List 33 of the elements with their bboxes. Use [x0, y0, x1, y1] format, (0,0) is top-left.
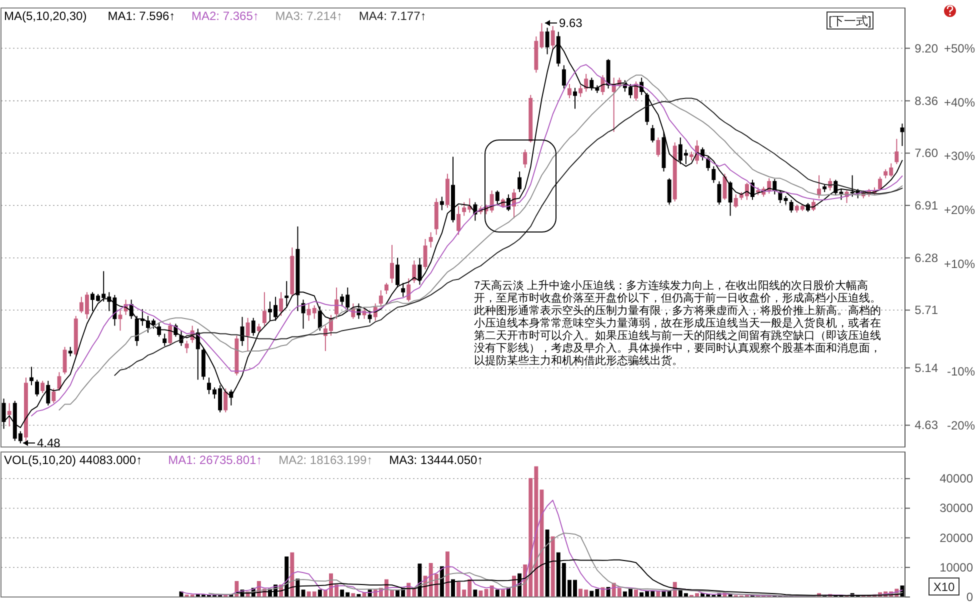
y2-tick-label: +40% [944, 95, 976, 110]
text: X10 [933, 580, 955, 594]
y-tick-label: 7.60 [914, 146, 938, 160]
y-tick-label: 8.36 [914, 94, 938, 108]
y-tick-label: 9.20 [914, 41, 938, 56]
text: MA2: 18163.199↑ [278, 453, 373, 467]
text: MA3: 7.214↑ [275, 9, 343, 23]
y2-tick-label: -20% [946, 418, 976, 432]
annotation: 9.63 [559, 16, 583, 30]
text: MA1: 26735.801↑ [168, 453, 262, 467]
y2-tick-label: +10% [944, 256, 976, 271]
text: MA3: 13444.050↑ [389, 453, 484, 467]
y-tick-label: 5.14 [914, 360, 938, 375]
text: MA4: 7.177↑ [358, 9, 426, 23]
y-tick-label: 40000 [940, 472, 974, 486]
y2-tick-label: +20% [944, 202, 976, 217]
y2-tick-label: +50% [944, 41, 976, 56]
y-tick-label: 4.63 [914, 418, 938, 432]
y-tick-label: 6.91 [914, 198, 938, 212]
y-tick-label: 6.28 [914, 250, 938, 265]
annotation: 4.48 [37, 436, 61, 450]
y-tick-label: 10000 [940, 560, 974, 574]
annotation: 7天高云淡 上升中途小压迫线：多方连续发力向上，在收出阳线的次日股价大幅高开，至尾市时收盘价落至开盘价以下，但仍高于前一日收盘价，形成高档小压迫线。此种图形通常表示空头的压制力量有限，多方将乘虚而入，将股价推上新高。高档的小压迫线本身常常意味空头力量薄弱，故在形成压迫线当天一般是入货良机，或者在第二天开市时可以介入。如果压迫线与前一天的阳线之间留有跳空缺口（即该压迫线没有下影线），考虑及早介入。具体操作中，要同时认真观察个股基本面和消息面，以提防某些主力和机构借此形态骗线出货。 [474, 279, 881, 367]
y-tick-label: 30000 [940, 501, 974, 516]
y-tick-label: 5.71 [914, 303, 938, 318]
y2-tick-label: -10% [946, 364, 976, 379]
text: MA2: 7.365↑ [192, 9, 259, 23]
y-tick-label: 0 [966, 590, 974, 602]
text: MA1: 7.596↑ [108, 9, 176, 23]
legend-title: MA(5,10,20,30) [4, 9, 87, 23]
legend-title: VOL(5,10,20) 44083.000↑ [4, 453, 142, 467]
y-tick-label: 20000 [940, 530, 974, 545]
y2-tick-label: +30% [944, 149, 976, 164]
